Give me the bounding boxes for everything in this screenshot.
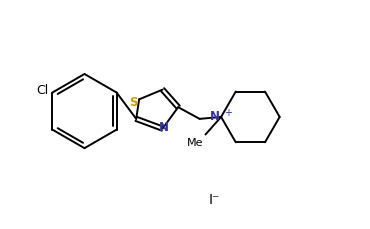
Text: N: N bbox=[158, 120, 168, 133]
Text: +: + bbox=[224, 108, 232, 117]
Text: Me: Me bbox=[187, 138, 204, 148]
Text: N: N bbox=[210, 110, 220, 123]
Text: Cl: Cl bbox=[36, 84, 48, 97]
Text: I⁻: I⁻ bbox=[209, 192, 220, 206]
Text: S: S bbox=[129, 96, 137, 109]
